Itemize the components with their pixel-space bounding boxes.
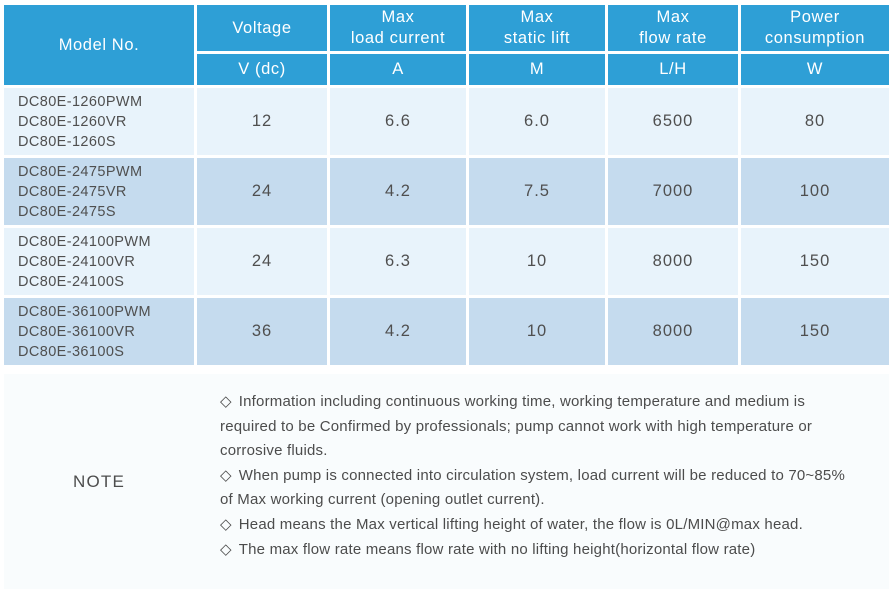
- max-flow-rate-cell: 6500: [608, 88, 738, 155]
- max-load-current-cell: 4.2: [330, 158, 466, 225]
- max-static-lift-cell: 10: [469, 228, 605, 295]
- note-label: NOTE: [72, 471, 126, 491]
- header-unit-row: V (dc) A M L/H W: [4, 54, 889, 85]
- note-section: NOTE ◇ Information including continuous w…: [4, 374, 889, 589]
- model-cell: DC80E-2475PWM DC80E-2475VR DC80E-2475S: [4, 158, 194, 225]
- diamond-bullet-icon: ◇: [220, 540, 232, 558]
- voltage-cell: 12: [197, 88, 327, 155]
- max-load-current-cell: 6.3: [330, 228, 466, 295]
- note-text: When pump is connected into circulation …: [220, 466, 846, 509]
- max-load-current-cell: 6.6: [330, 88, 466, 155]
- table-row: DC80E-24100PWM DC80E-24100VR DC80E-24100…: [4, 228, 889, 295]
- col-header-max-flow-rate: Max flow rate: [608, 5, 738, 51]
- power-consumption-cell: 100: [741, 158, 889, 225]
- max-static-lift-cell: 10: [469, 298, 605, 365]
- diamond-bullet-icon: ◇: [220, 515, 232, 533]
- col-header-max-static-lift: Max static lift: [469, 5, 605, 51]
- max-flow-rate-cell: 7000: [608, 158, 738, 225]
- unit-flow: L/H: [608, 54, 738, 85]
- col-header-voltage: Voltage: [197, 5, 327, 51]
- note-item: ◇ Information including continuous workin…: [220, 390, 847, 464]
- max-static-lift-cell: 6.0: [469, 88, 605, 155]
- header-title-row: Model No. Voltage Max load current Max s…: [4, 5, 889, 85]
- col-header-power-consumption: Power consumption: [741, 5, 889, 51]
- note-item: ◇ When pump is connected into circulation…: [220, 464, 847, 513]
- power-consumption-cell: 80: [741, 88, 889, 155]
- note-text: Head means the Max vertical lifting heig…: [238, 515, 803, 533]
- power-consumption-cell: 150: [741, 228, 889, 295]
- note-text: Information including continuous working…: [220, 393, 813, 460]
- power-consumption-cell: 150: [741, 298, 889, 365]
- col-header-max-load-current: Max load current: [330, 5, 466, 51]
- note-item: ◇ The max flow rate means flow rate with …: [220, 538, 847, 563]
- unit-current: A: [330, 54, 466, 85]
- table-row: DC80E-36100PWM DC80E-36100VR DC80E-36100…: [4, 298, 889, 365]
- voltage-cell: 36: [197, 298, 327, 365]
- model-cell: DC80E-36100PWM DC80E-36100VR DC80E-36100…: [4, 298, 194, 365]
- note-text: The max flow rate means flow rate with n…: [238, 540, 756, 558]
- table-row: DC80E-1260PWM DC80E-1260VR DC80E-1260S 1…: [4, 88, 889, 155]
- unit-voltage: V (dc): [197, 54, 327, 85]
- model-cell: DC80E-24100PWM DC80E-24100VR DC80E-24100…: [4, 228, 194, 295]
- table-row: DC80E-2475PWM DC80E-2475VR DC80E-2475S 2…: [4, 158, 889, 225]
- diamond-bullet-icon: ◇: [220, 466, 232, 484]
- unit-power: W: [741, 54, 889, 85]
- spec-table: Model No. Voltage Max load current Max s…: [1, 2, 892, 368]
- note-item: ◇ Head means the Max vertical lifting hei…: [220, 513, 847, 538]
- max-static-lift-cell: 7.5: [469, 158, 605, 225]
- unit-lift: M: [469, 54, 605, 85]
- model-cell: DC80E-1260PWM DC80E-1260VR DC80E-1260S: [4, 88, 194, 155]
- max-flow-rate-cell: 8000: [608, 228, 738, 295]
- max-flow-rate-cell: 8000: [608, 298, 738, 365]
- voltage-cell: 24: [197, 228, 327, 295]
- note-body: ◇ Information including continuous workin…: [194, 374, 889, 589]
- diamond-bullet-icon: ◇: [220, 393, 232, 410]
- voltage-cell: 24: [197, 158, 327, 225]
- col-header-model: Model No.: [4, 5, 194, 85]
- max-load-current-cell: 4.2: [330, 298, 466, 365]
